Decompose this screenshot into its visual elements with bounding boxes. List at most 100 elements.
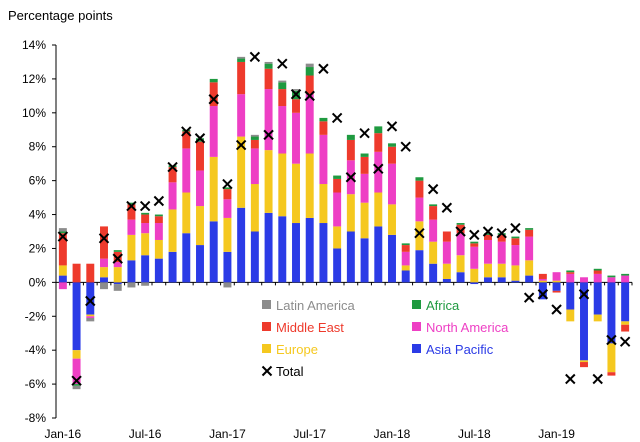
bar-segment-asia-pacific — [607, 282, 616, 344]
total-marker — [126, 200, 137, 212]
x-tick-label: Jul-18 — [458, 427, 491, 441]
bar-segment-north-america — [196, 170, 204, 207]
bar-segment-africa — [566, 270, 575, 273]
bar-segment-europe — [429, 241, 438, 264]
bar-segment-middle-east — [113, 251, 122, 263]
bar-segment-asia-pacific — [470, 282, 479, 285]
total-marker — [619, 336, 631, 347]
total-marker — [592, 373, 603, 385]
bar-segment-middle-east — [346, 139, 355, 161]
bar-segment-africa — [525, 228, 534, 230]
bar-segment-asia-pacific — [621, 282, 630, 322]
bar-segment-europe — [292, 163, 300, 224]
bar-segment-latin-america — [113, 284, 122, 291]
bar-segment-africa — [113, 250, 122, 252]
bar-segment-europe — [72, 350, 81, 359]
bar-segment-latin-america — [100, 282, 108, 290]
bar-segment-north-america — [250, 148, 259, 185]
bar-segment-asia-pacific — [113, 282, 122, 285]
bar-segment-north-america — [72, 358, 81, 385]
total-marker — [523, 292, 535, 303]
bar-segment-africa — [127, 202, 136, 205]
bar-segment-latin-america — [237, 56, 246, 59]
y-tick-label: 14% — [22, 38, 46, 52]
bar-segment-africa — [621, 273, 630, 276]
total-marker — [318, 63, 329, 74]
bar-segment-asia-pacific — [346, 231, 355, 283]
bar-segment-north-america — [305, 94, 314, 154]
total-marker — [85, 295, 96, 307]
bar-segment-asia-pacific — [593, 282, 602, 315]
bar-segment-asia-pacific — [100, 277, 108, 283]
total-marker — [249, 51, 261, 63]
legend-label: Middle East — [276, 320, 344, 335]
bar-segment-middle-east — [278, 89, 287, 107]
bar-segment-middle-east — [250, 139, 259, 149]
legend-marker — [261, 365, 273, 377]
bar-segment-africa — [607, 275, 616, 278]
legend-swatch — [412, 344, 421, 353]
bar-segment-middle-east — [196, 141, 204, 171]
bar-segment-north-america — [100, 258, 108, 268]
bar-segment-africa — [264, 63, 273, 69]
bar-segment-north-america — [497, 241, 506, 264]
bar-segment-middle-east — [182, 131, 191, 149]
legend-swatch — [262, 344, 271, 353]
bar-segment-north-america — [278, 106, 287, 154]
legend-label: Asia Pacific — [426, 342, 494, 357]
bar-segment-north-america — [360, 173, 369, 203]
bar-segment-middle-east — [552, 290, 561, 293]
total-marker — [331, 112, 343, 124]
bar-segment-middle-east — [141, 214, 150, 224]
bar-segment-middle-east — [100, 226, 108, 259]
bar-segment-africa — [415, 177, 424, 181]
bar-segment-asia-pacific — [401, 270, 410, 283]
bar-segment-europe — [593, 314, 602, 322]
bar-segment-asia-pacific — [292, 223, 300, 283]
bar-segment-europe — [497, 263, 506, 278]
x-tick-label: Jan-16 — [45, 427, 82, 441]
bar-segment-europe — [141, 233, 150, 256]
bar-segment-asia-pacific — [525, 275, 534, 283]
bar-segment-europe — [401, 265, 410, 271]
bar-segment-middle-east — [154, 216, 163, 224]
bar-segment-africa — [388, 143, 396, 147]
bar-segment-middle-east — [72, 263, 81, 283]
bar-segment-middle-east — [305, 75, 314, 95]
bar-segment-europe — [305, 153, 314, 218]
bar-segment-latin-america — [264, 61, 273, 64]
bar-segment-asia-pacific — [223, 251, 232, 283]
y-tick-label: 10% — [22, 106, 46, 120]
bar-segment-middle-east — [593, 270, 602, 274]
bar-segment-middle-east — [319, 121, 328, 135]
bar-segment-europe — [127, 234, 136, 261]
bar-segment-latin-america — [250, 134, 259, 137]
bar-segment-asia-pacific — [511, 280, 520, 283]
bar-segment-africa — [429, 204, 438, 207]
bar-segment-north-america — [429, 219, 438, 242]
total-marker — [400, 141, 411, 152]
y-axis: 14% 12% 10% 8% 6% 4% 2% 0% -2% -4% -6% -8% — [22, 38, 57, 425]
bar-segment-middle-east — [607, 372, 616, 376]
bar-segment-asia-pacific — [127, 260, 136, 283]
total-marker — [222, 178, 233, 190]
total-markers — [57, 51, 631, 386]
bar-segment-africa — [593, 268, 602, 271]
bar-segment-latin-america — [141, 282, 150, 286]
bar-segment-north-america — [237, 94, 246, 137]
bar-segment-asia-pacific — [209, 221, 218, 283]
bar-segment-middle-east — [168, 167, 177, 183]
bar-segment-europe — [470, 268, 479, 283]
bar-segment-europe — [250, 184, 259, 232]
bar-segment-north-america — [223, 199, 232, 218]
x-tick-label: Jul-17 — [293, 427, 326, 441]
bar-segment-africa — [305, 67, 314, 76]
y-tick-label: 2% — [29, 241, 47, 255]
total-marker — [565, 373, 576, 385]
legend-item-africa: Africa — [412, 298, 460, 313]
bar-segment-europe — [209, 156, 218, 222]
bar-segment-latin-america — [292, 89, 300, 91]
bar-segment-asia-pacific — [72, 282, 81, 351]
y-tick-label: -4% — [25, 343, 47, 357]
